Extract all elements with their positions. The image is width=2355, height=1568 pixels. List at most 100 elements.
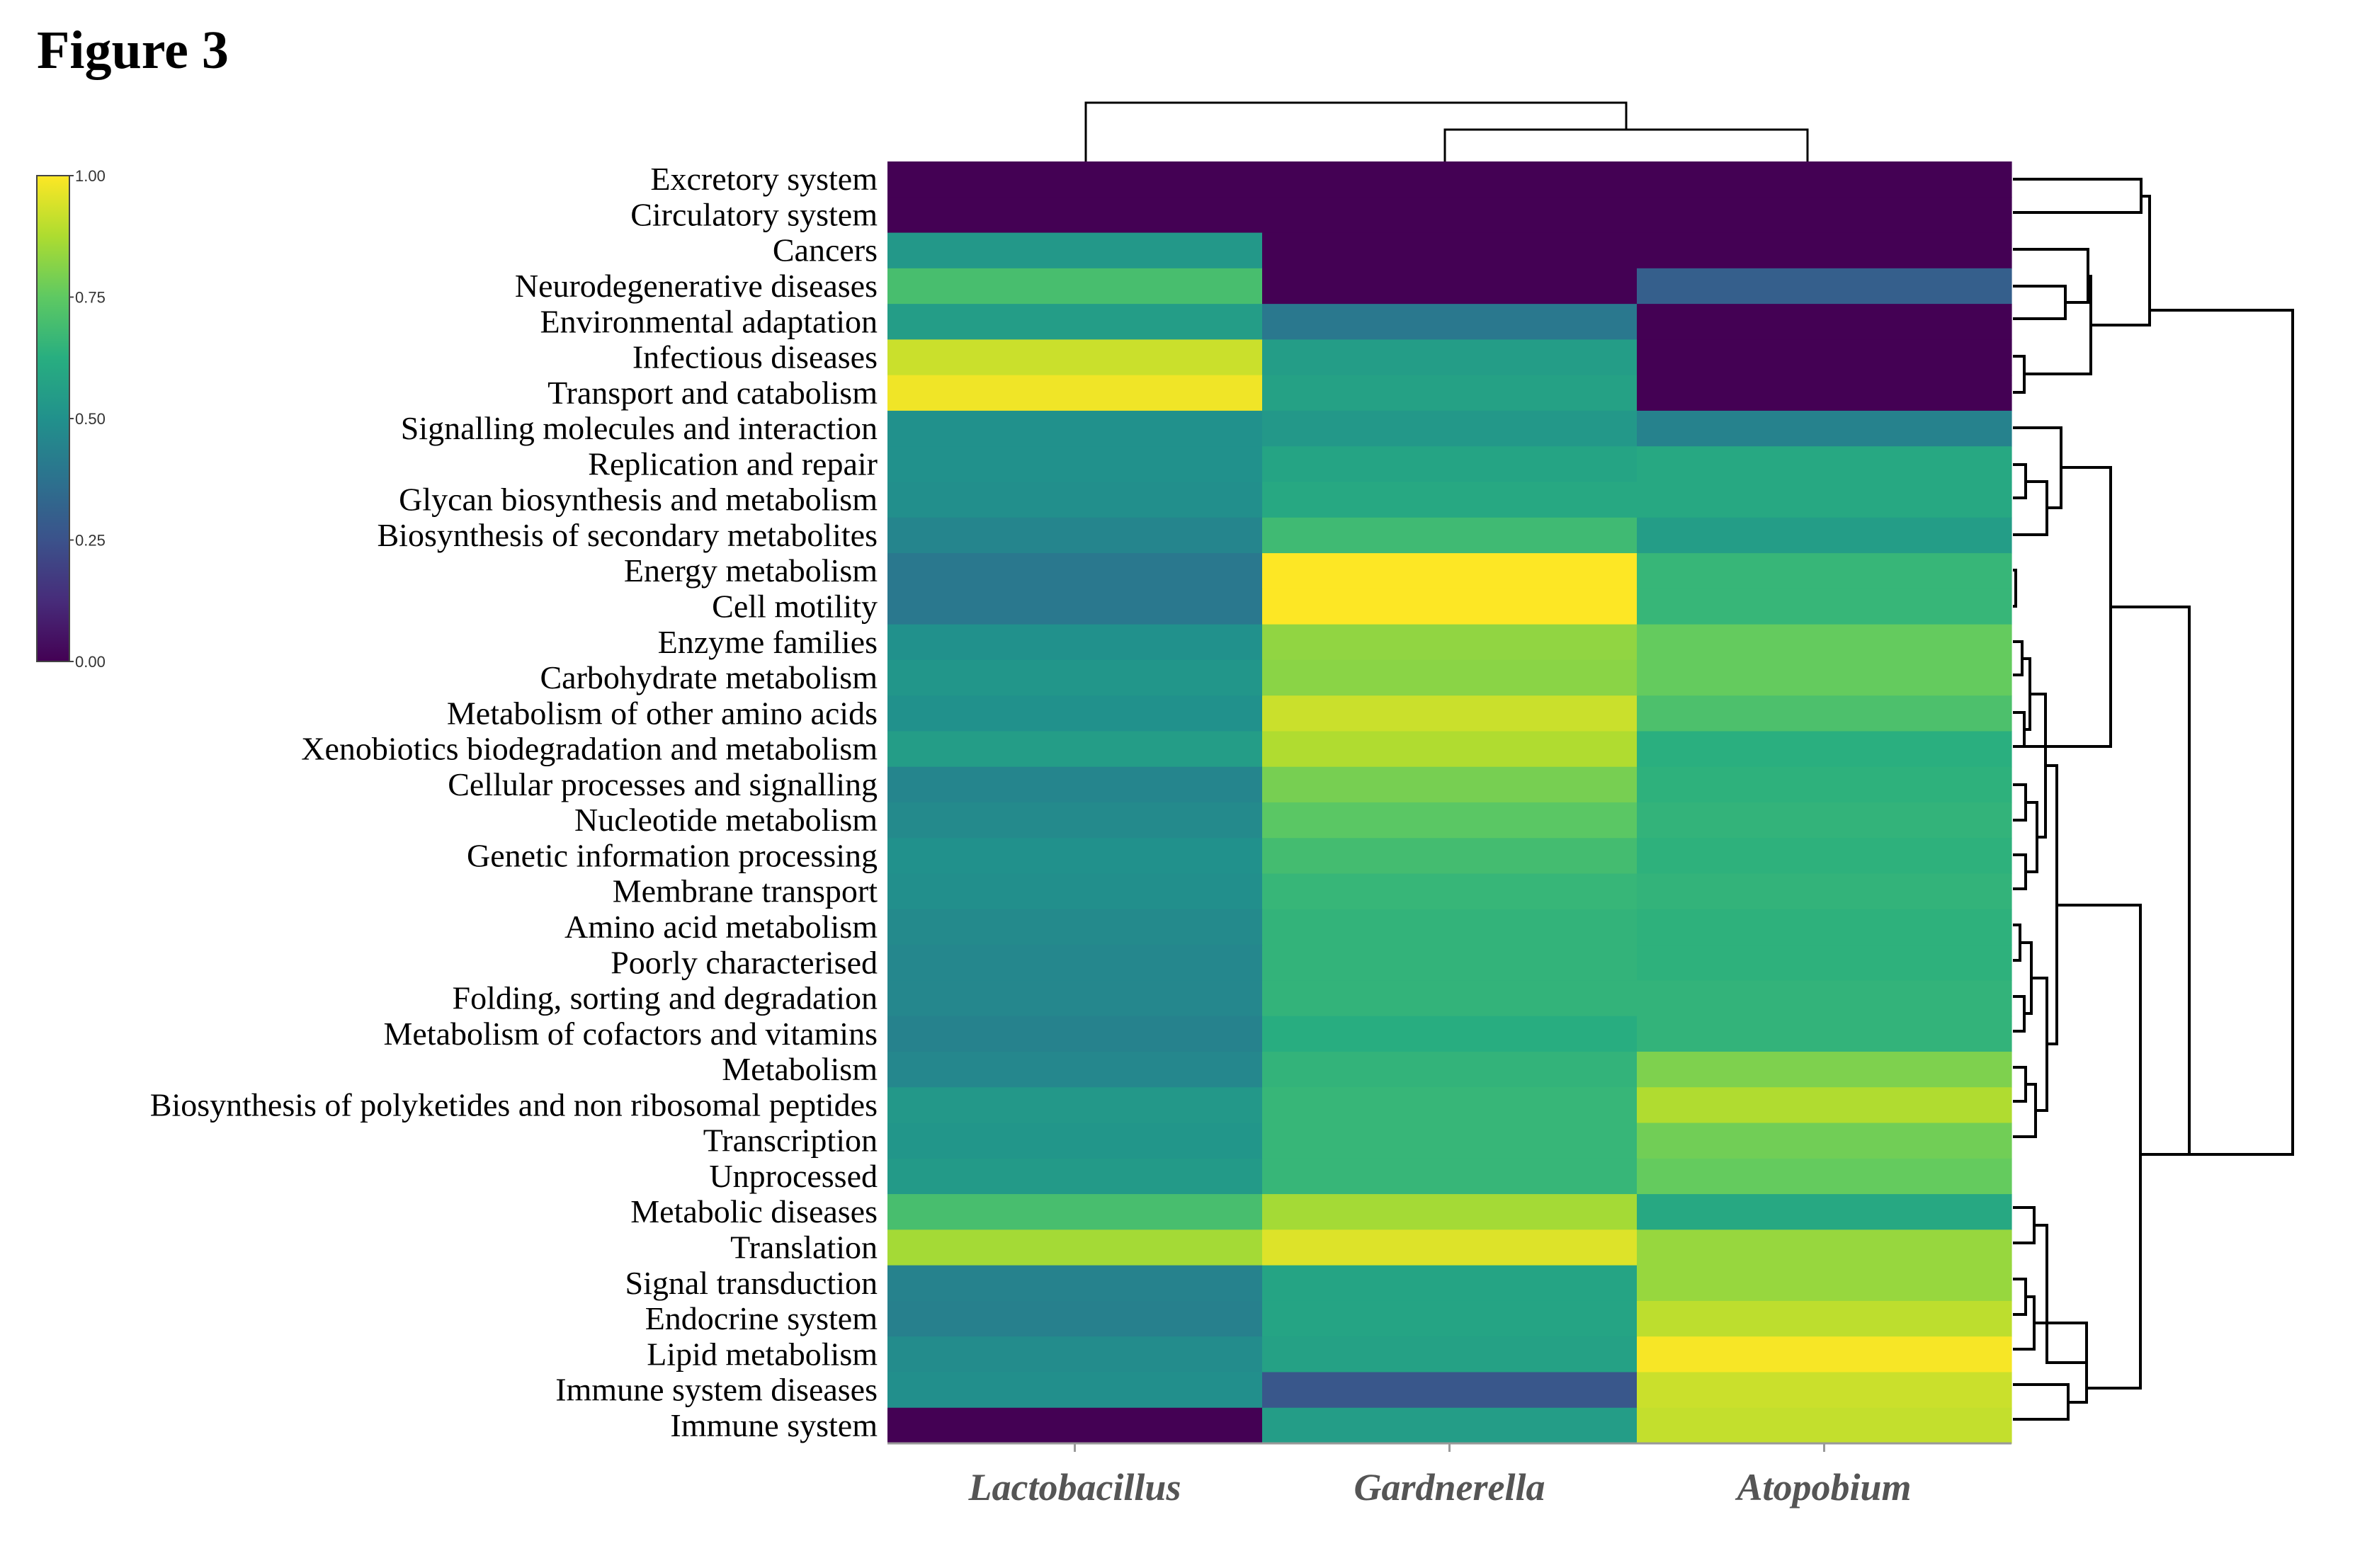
heatmap-cell <box>1637 909 2012 945</box>
row-label: Transport and catabolism <box>547 375 878 411</box>
heatmap-cell <box>1262 1087 1638 1124</box>
row-label: Amino acid metabolism <box>564 909 878 945</box>
heatmap-cell <box>1637 232 2012 269</box>
heatmap-cell <box>1262 659 1638 696</box>
row-dendrogram-branch <box>2013 783 2027 822</box>
heatmap-cell <box>1262 624 1638 661</box>
row-dendrogram <box>2013 178 2294 1421</box>
heatmap-cell <box>1262 339 1638 376</box>
colorbar-tick-label: 0.75 <box>75 289 106 307</box>
row-label: Environmental adaptation <box>540 303 878 339</box>
row-dendrogram-branch <box>2013 1383 2070 1421</box>
row-dendrogram-branch <box>2024 275 2092 375</box>
row-label: Metabolism of other amino acids <box>447 695 878 731</box>
heatmap-cell <box>1262 980 1638 1017</box>
colorbar-gradient <box>36 175 70 662</box>
row-dendrogram-branch <box>2013 426 2062 509</box>
column-label: Lactobacillus <box>968 1466 1181 1509</box>
row-label: Metabolism of cofactors and vitamins <box>383 1016 878 1052</box>
heatmap-cell <box>887 1158 1263 1195</box>
heatmap-cell <box>1262 802 1638 839</box>
heatmap-cell <box>1637 1158 2012 1195</box>
heatmap-cell <box>1637 802 2012 839</box>
x-axis-ticks <box>1074 1443 1825 1452</box>
heatmap-cell <box>887 1372 1263 1409</box>
heatmap-cell <box>1637 197 2012 234</box>
heatmap-cell <box>1637 161 2012 198</box>
heatmap-cell <box>887 589 1263 625</box>
column-label: Gardnerella <box>1354 1466 1545 1509</box>
row-label: Endocrine system <box>645 1300 878 1336</box>
heatmap-cell <box>887 909 1263 945</box>
row-label: Cellular processes and signalling <box>448 766 878 802</box>
heatmap-cell <box>887 1300 1263 1337</box>
row-label: Cancers <box>773 232 878 268</box>
heatmap-cell <box>1262 1051 1638 1088</box>
heatmap-cell <box>1637 1123 2012 1159</box>
row-label: Immune system <box>670 1407 878 1443</box>
heatmap-cell <box>1262 1372 1638 1409</box>
column-dendrogram-branch <box>1084 101 1628 161</box>
heatmap-cell <box>887 232 1263 269</box>
heatmap-cell <box>1637 1336 2012 1373</box>
heatmap-cell <box>887 802 1263 839</box>
heatmap-cell <box>1637 695 2012 732</box>
heatmap-cell <box>1262 232 1638 269</box>
colorbar-tick-label: 0.00 <box>75 653 106 671</box>
heatmap-cell <box>1637 1051 2012 1088</box>
heatmap-cell <box>1262 766 1638 803</box>
row-dendrogram-branch <box>2013 463 2027 499</box>
figure-title: Figure 3 <box>37 21 229 80</box>
row-label: Energy metabolism <box>624 552 878 589</box>
heatmap-cell <box>887 1265 1263 1302</box>
heatmap-cell <box>887 695 1263 732</box>
row-label: Nucleotide metabolism <box>574 802 878 838</box>
colorbar-ticks: 1.00 0.75 0.50 0.25 0.00 <box>69 167 106 671</box>
heatmap-cell <box>887 1123 1263 1159</box>
heatmap-cell <box>887 1194 1263 1230</box>
heatmap-cell <box>1637 517 2012 554</box>
heatmap-cell <box>1637 482 2012 518</box>
row-label: Cell motility <box>712 588 878 624</box>
heatmap-cell <box>1637 624 2012 661</box>
row-label: Infectious diseases <box>632 339 878 375</box>
row-label: Membrane transport <box>613 873 878 909</box>
x-axis: Lactobacillus Gardnerella Atopobium <box>887 1442 2011 1509</box>
heatmap-cell <box>887 375 1263 411</box>
row-dendrogram-branch <box>2026 801 2038 873</box>
row-dendrogram-branch <box>2091 195 2151 326</box>
column-dendrogram-branch <box>1443 128 1809 161</box>
heatmap-cell <box>887 482 1263 518</box>
heatmap-cell <box>1637 980 2012 1017</box>
row-label: Metabolic diseases <box>630 1193 878 1229</box>
heatmap-cell <box>1262 410 1638 447</box>
heatmap-cell <box>1637 1016 2012 1052</box>
colorbar: 1.00 0.75 0.50 0.25 0.00 <box>36 167 106 671</box>
row-label: Xenobiotics biodegradation and metabolis… <box>301 731 878 767</box>
row-dendrogram-branch <box>2013 995 2026 1033</box>
row-label: Poorly characterised <box>611 944 878 980</box>
heatmap-cell <box>887 766 1263 803</box>
heatmap-cell <box>1262 1229 1638 1266</box>
row-label: Replication and repair <box>588 445 878 482</box>
heatmap-cell <box>887 410 1263 447</box>
heatmap-cell <box>1262 1265 1638 1302</box>
heatmap-cell <box>1637 1087 2012 1124</box>
heatmap-cell <box>1637 589 2012 625</box>
heatmap-cell <box>1637 1229 2012 1266</box>
heatmap-cell <box>887 446 1263 483</box>
heatmap-cell <box>1262 1300 1638 1337</box>
heatmap-cell <box>1637 553 2012 589</box>
heatmap-cell <box>1262 482 1638 518</box>
heatmap-cell <box>887 304 1263 340</box>
heatmap-cell <box>1262 873 1638 910</box>
heatmap-cell <box>1262 517 1638 554</box>
heatmap-cell <box>887 1051 1263 1088</box>
heatmap-cell <box>887 945 1263 981</box>
heatmap-cell <box>1262 446 1638 483</box>
row-label: Enzyme families <box>658 624 878 660</box>
row-dendrogram-branch <box>2013 355 2026 394</box>
row-dendrogram-branch <box>2013 178 2143 214</box>
row-dendrogram-branch <box>2111 606 2191 1156</box>
row-dendrogram-branch <box>2013 924 2021 962</box>
